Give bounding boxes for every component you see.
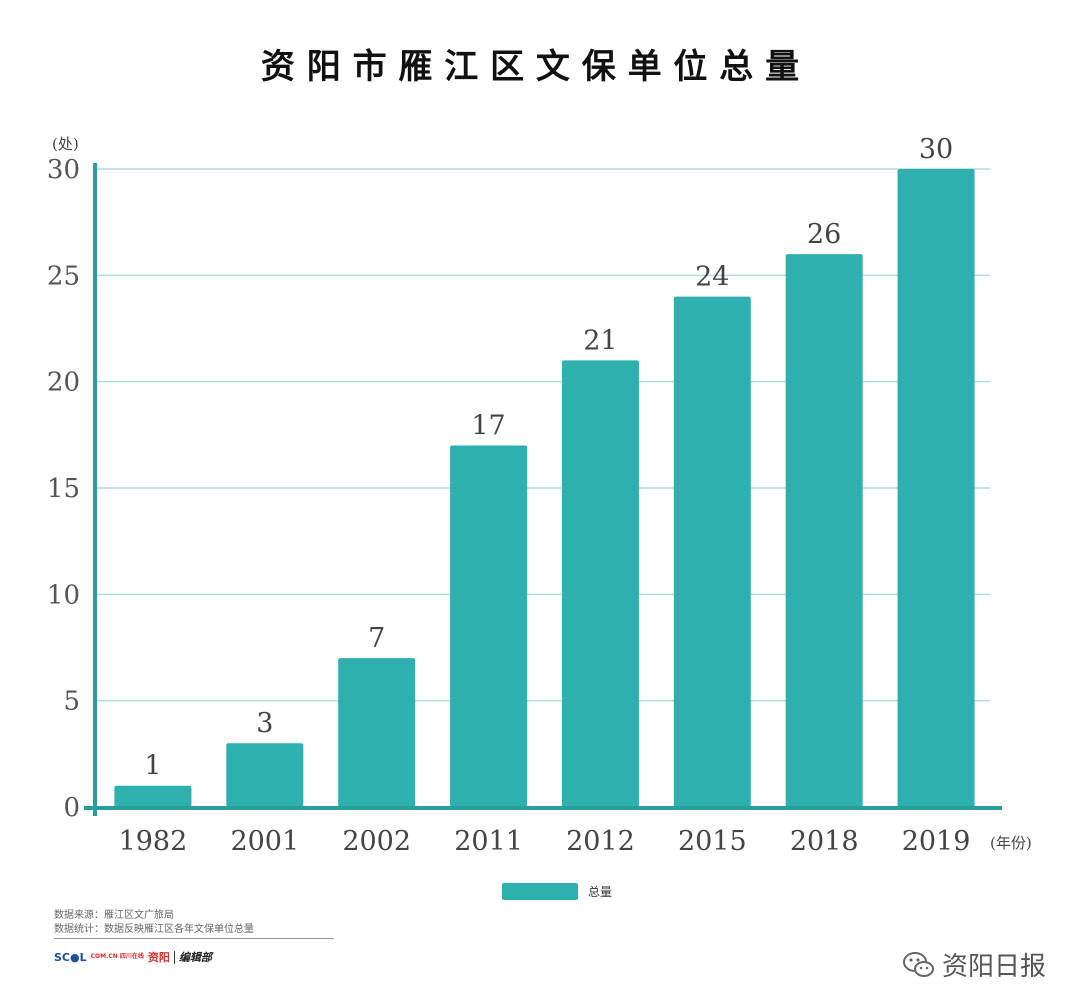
city-logo: 资阳 [147,951,170,964]
x-tick-label-2001: 2001 [230,826,299,857]
data-stats-note: 数据统计：数据反映雁江区各年文保单位总量 [54,924,254,935]
bar-2015 [673,296,751,807]
y-tick-label-20: 20 [47,368,80,398]
value-label-2015: 24 [695,262,729,293]
value-label-2019: 30 [919,134,953,165]
data-source-note: 数据来源：雁江区文广旅局 [54,910,174,921]
y-tick-label-25: 25 [47,261,80,291]
bar-2001 [226,743,304,807]
wechat-icon [902,951,934,977]
bar-2018 [785,254,863,808]
bar-2011 [450,445,528,807]
x-tick-label-2002: 2002 [342,826,411,857]
value-label-2012: 21 [583,325,617,356]
logo-separator [173,950,175,964]
scol-logo: SC●L [54,950,87,964]
scol-logo-subtext: COM.CN 四川在线 [90,953,144,960]
value-label-1982: 1 [144,751,161,782]
value-labels: 1 3 7 17 21 24 26 30 [144,134,953,782]
y-axis-ticks: 0 5 10 15 20 25 30 [47,155,80,823]
x-axis-unit-label: (年份) [990,834,1032,852]
bar-2002 [338,658,416,807]
watermark-text: 资阳日报 [941,952,1046,982]
y-tick-label-5: 5 [63,687,80,717]
y-tick-label-10: 10 [47,580,80,610]
value-label-2002: 7 [368,623,385,654]
y-tick-label-15: 15 [47,474,80,504]
axes [84,163,1002,816]
bar-2012 [561,360,639,807]
x-tick-label-2011: 2011 [454,826,523,857]
bars [114,169,975,808]
y-tick-label-0: 0 [63,793,80,823]
editorial-team-logo: 编辑部 [178,951,212,964]
value-label-2011: 17 [471,410,505,441]
chart-title: 资 阳 市 雁 江 区 文 保 单 位 总 量 [261,47,799,87]
x-axis-labels: 1982 2001 2002 2011 2012 2015 2018 2019 [119,826,971,857]
legend-swatch [502,883,578,900]
x-tick-label-2012: 2012 [566,826,635,857]
value-label-2018: 26 [807,219,841,250]
bar-1982 [114,785,192,807]
publisher-logos: SC●L COM.CN 四川在线 资阳 编辑部 [54,949,212,965]
watermark: 资阳日报 [902,946,1046,983]
x-tick-label-2019: 2019 [902,826,971,857]
value-label-2001: 3 [256,708,273,739]
x-tick-label-1982: 1982 [119,826,188,857]
y-tick-label-30: 30 [47,155,80,185]
y-axis-unit-label: (处) [52,135,79,153]
x-tick-label-2015: 2015 [678,826,747,857]
x-tick-label-2018: 2018 [790,826,859,857]
legend: 总量 [502,883,612,900]
footer-divider [54,938,334,939]
bar-2019 [897,169,975,807]
legend-label: 总量 [588,885,612,899]
